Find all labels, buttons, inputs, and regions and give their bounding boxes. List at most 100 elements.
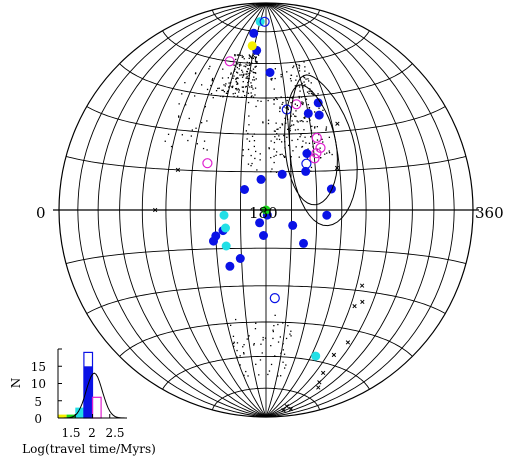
parallel-line bbox=[65, 155, 467, 173]
background-dot bbox=[170, 145, 173, 148]
background-dot bbox=[248, 78, 250, 80]
parallel-line bbox=[86, 285, 446, 314]
background-dot bbox=[275, 154, 277, 156]
data-markers bbox=[153, 16, 365, 413]
background-dot bbox=[298, 86, 301, 88]
data-point-x bbox=[359, 283, 365, 288]
data-point-filled bbox=[303, 108, 313, 118]
background-dot bbox=[248, 62, 251, 64]
background-dot bbox=[204, 106, 206, 108]
data-point-x bbox=[316, 385, 321, 390]
background-dot bbox=[243, 73, 245, 76]
background-dot bbox=[254, 58, 257, 60]
background-dot bbox=[268, 147, 270, 149]
background-dot bbox=[235, 65, 237, 67]
data-point-filled bbox=[299, 238, 308, 248]
background-dot bbox=[270, 140, 272, 142]
background-dot bbox=[251, 57, 253, 59]
background-dot bbox=[270, 78, 272, 80]
background-dot bbox=[292, 150, 294, 152]
background-dot bbox=[241, 74, 243, 76]
background-dot bbox=[178, 115, 180, 117]
background-dot bbox=[242, 75, 245, 77]
background-dot bbox=[259, 153, 261, 155]
background-dot bbox=[262, 121, 264, 123]
background-dot bbox=[287, 108, 289, 111]
background-dot bbox=[252, 88, 254, 90]
background-dot bbox=[217, 87, 219, 90]
background-dot bbox=[224, 85, 226, 87]
background-dot bbox=[279, 106, 281, 108]
background-dot bbox=[241, 71, 244, 73]
background-dot bbox=[310, 166, 313, 169]
background-dot bbox=[260, 343, 262, 345]
background-dot bbox=[279, 153, 281, 156]
background-dot bbox=[304, 84, 306, 86]
data-point-open bbox=[259, 16, 270, 27]
background-dot bbox=[301, 82, 303, 85]
background-dot bbox=[253, 344, 255, 346]
histogram-bars bbox=[58, 351, 102, 419]
data-point-x bbox=[352, 303, 357, 309]
background-dot bbox=[232, 93, 234, 95]
background-dot bbox=[245, 85, 247, 88]
data-point-filled bbox=[247, 41, 257, 51]
background-dot bbox=[246, 91, 248, 93]
background-dot bbox=[249, 64, 251, 66]
background-dot bbox=[318, 133, 320, 136]
background-dot bbox=[296, 120, 298, 122]
background-dot bbox=[225, 83, 227, 85]
background-dot bbox=[242, 155, 244, 157]
background-dot bbox=[301, 145, 304, 148]
background-dot bbox=[294, 115, 296, 117]
background-dot bbox=[273, 99, 275, 101]
background-dot bbox=[310, 82, 312, 84]
background-dot bbox=[222, 68, 224, 70]
background-dot bbox=[249, 55, 252, 57]
background-dot bbox=[248, 80, 250, 82]
background-dot bbox=[275, 122, 277, 124]
background-dot bbox=[232, 77, 234, 79]
background-dot bbox=[236, 66, 238, 69]
data-point-open bbox=[224, 56, 235, 67]
background-dot bbox=[277, 341, 280, 343]
background-dot bbox=[325, 128, 327, 130]
data-point-filled bbox=[265, 68, 275, 77]
background-dot bbox=[278, 138, 281, 141]
background-dot bbox=[294, 85, 296, 87]
background-dot bbox=[249, 86, 251, 88]
background-dot bbox=[247, 92, 250, 94]
background-dot bbox=[296, 63, 298, 66]
background-dot bbox=[301, 101, 303, 103]
background-dot bbox=[304, 66, 306, 68]
contour-loops bbox=[284, 74, 358, 227]
background-dot bbox=[187, 139, 189, 142]
background-dot bbox=[255, 56, 257, 58]
background-dot bbox=[295, 115, 297, 118]
background-dot bbox=[248, 74, 250, 77]
background-dot bbox=[251, 162, 253, 165]
background-dot bbox=[321, 138, 323, 140]
background-dot bbox=[234, 68, 236, 70]
parallel-line bbox=[86, 106, 446, 135]
parallel-line bbox=[162, 355, 370, 390]
background-dot bbox=[277, 323, 279, 326]
background-dot bbox=[279, 110, 281, 113]
background-dot bbox=[299, 136, 301, 138]
background-dot bbox=[285, 364, 287, 366]
background-dot bbox=[314, 127, 316, 129]
background-dot bbox=[272, 337, 274, 340]
background-dot bbox=[230, 72, 232, 74]
background-dot bbox=[212, 77, 214, 80]
background-dot bbox=[247, 81, 249, 84]
background-dot bbox=[288, 144, 290, 147]
background-dot bbox=[246, 75, 248, 78]
background-dot bbox=[228, 82, 230, 84]
data-point-filled bbox=[221, 223, 230, 233]
hist-x-label: Log(travel time/Myrs) bbox=[22, 442, 156, 456]
background-dot bbox=[233, 64, 235, 66]
background-dot bbox=[299, 120, 301, 122]
background-dot bbox=[253, 145, 255, 148]
histogram-bar bbox=[75, 407, 84, 418]
background-dot bbox=[308, 90, 310, 92]
